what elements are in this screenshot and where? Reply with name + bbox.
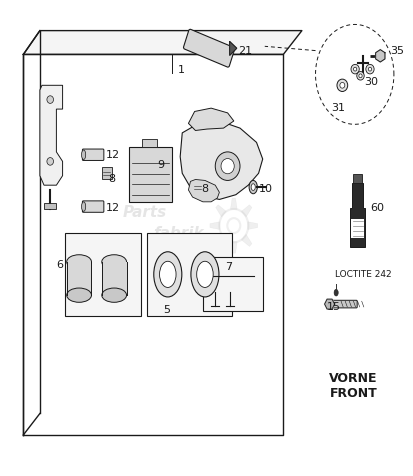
Circle shape [368,68,371,72]
Polygon shape [241,235,251,247]
Text: 30: 30 [363,76,377,86]
Polygon shape [241,205,251,218]
Text: 8: 8 [108,174,115,184]
Text: 60: 60 [369,202,383,212]
Ellipse shape [153,252,181,298]
Bar [192,181,202,193]
Bar [147,233,231,317]
Text: fabrik: fabrik [152,226,203,241]
Polygon shape [229,42,236,56]
Circle shape [47,97,53,104]
Text: LOCTITE 242: LOCTITE 242 [334,269,391,278]
FancyBboxPatch shape [183,30,234,68]
Text: 9: 9 [157,159,164,169]
Polygon shape [188,180,219,202]
Ellipse shape [66,288,91,303]
Bar [102,168,112,179]
Ellipse shape [251,184,255,191]
Polygon shape [23,31,301,55]
Text: 12: 12 [106,202,120,212]
Ellipse shape [333,290,337,297]
Polygon shape [209,222,219,230]
Bar [44,204,56,209]
Polygon shape [324,299,334,309]
Ellipse shape [81,202,85,212]
Ellipse shape [190,252,218,298]
Ellipse shape [196,262,213,288]
FancyBboxPatch shape [328,301,356,308]
Polygon shape [180,122,262,200]
Bar [102,262,126,296]
Text: VORNE
FRONT: VORNE FRONT [328,371,377,399]
Circle shape [356,72,363,81]
Ellipse shape [81,151,85,160]
Polygon shape [40,86,62,186]
Ellipse shape [102,255,126,269]
Ellipse shape [102,288,126,303]
Text: 35: 35 [390,46,404,56]
Text: 31: 31 [330,102,344,112]
Text: 21: 21 [237,46,252,56]
Bar [202,257,262,312]
Circle shape [47,158,53,166]
Text: 15: 15 [326,302,340,312]
Text: 1: 1 [178,65,185,75]
FancyBboxPatch shape [82,201,104,213]
Text: 5: 5 [163,304,170,314]
Ellipse shape [66,255,91,269]
Polygon shape [188,109,233,131]
Text: 6: 6 [56,259,63,269]
Polygon shape [230,242,237,254]
Text: 10: 10 [258,183,272,193]
Polygon shape [230,198,237,210]
Text: 12: 12 [106,150,120,160]
Bar [66,262,91,296]
Circle shape [221,159,234,174]
Circle shape [350,65,358,75]
Polygon shape [375,50,384,63]
Circle shape [339,83,344,89]
Ellipse shape [159,262,176,288]
Bar [141,139,157,148]
Bar [64,233,141,317]
Circle shape [358,75,361,79]
Circle shape [215,153,240,181]
Polygon shape [349,183,364,248]
Circle shape [336,80,347,92]
Polygon shape [23,55,282,435]
Ellipse shape [249,181,257,194]
Text: 8: 8 [200,183,207,193]
Text: Parts: Parts [123,204,167,219]
Circle shape [365,65,373,75]
Bar [128,148,171,202]
Polygon shape [215,205,226,218]
Bar [353,175,361,183]
Polygon shape [247,222,257,230]
Circle shape [353,68,356,72]
Polygon shape [215,235,226,247]
FancyBboxPatch shape [82,150,104,161]
Bar [351,219,363,238]
Text: 7: 7 [225,261,232,271]
